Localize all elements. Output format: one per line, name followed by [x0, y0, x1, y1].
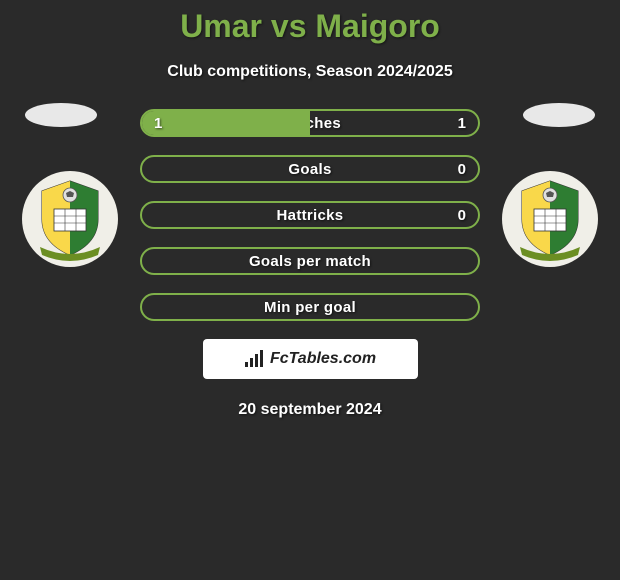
player-avatar-right	[523, 103, 595, 127]
club-badge-right	[500, 169, 600, 274]
stat-label: Min per goal	[264, 299, 356, 316]
stat-row-hattricks: Hattricks 0	[140, 201, 480, 229]
shield-icon	[20, 169, 120, 269]
stat-row-goals-per-match: Goals per match	[140, 247, 480, 275]
shield-icon	[500, 169, 600, 269]
player-avatar-left	[25, 103, 97, 127]
stat-label: Hattricks	[277, 207, 344, 224]
page-title: Umar vs Maigoro	[0, 0, 620, 45]
club-badge-left	[20, 169, 120, 274]
infographic-container: Umar vs Maigoro Club competitions, Seaso…	[0, 0, 620, 580]
stat-label: Goals	[288, 161, 331, 178]
stat-row-matches: 1 Matches 1	[140, 109, 480, 137]
date-text: 20 september 2024	[0, 401, 620, 419]
stat-right-value: 0	[458, 161, 466, 178]
brand-text: FcTables.com	[270, 350, 376, 368]
season-subtitle: Club competitions, Season 2024/2025	[0, 63, 620, 81]
brand-box: FcTables.com	[203, 339, 418, 379]
stat-label: Goals per match	[249, 253, 371, 270]
stat-right-value: 0	[458, 207, 466, 224]
stat-left-value: 1	[154, 115, 162, 132]
stats-area: 1 Matches 1 Goals 0 Hattricks 0 Goals pe…	[0, 109, 620, 419]
stat-row-min-per-goal: Min per goal	[140, 293, 480, 321]
stat-right-value: 1	[458, 115, 466, 132]
stat-fill-left	[142, 111, 310, 135]
stat-rows: 1 Matches 1 Goals 0 Hattricks 0 Goals pe…	[140, 109, 480, 321]
stat-row-goals: Goals 0	[140, 155, 480, 183]
bars-icon	[244, 350, 266, 368]
